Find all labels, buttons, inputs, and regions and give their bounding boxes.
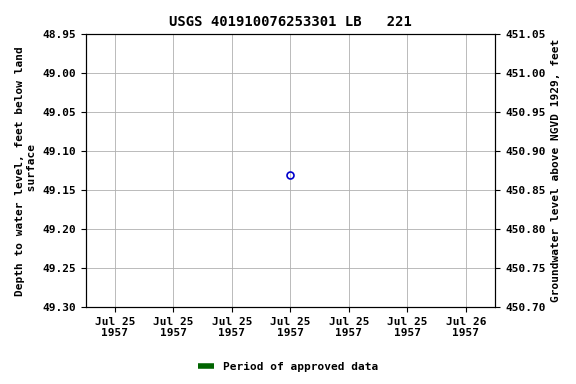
Legend: Period of approved data: Period of approved data [193, 358, 383, 377]
Title: USGS 401910076253301 LB   221: USGS 401910076253301 LB 221 [169, 15, 412, 29]
Y-axis label: Groundwater level above NGVD 1929, feet: Groundwater level above NGVD 1929, feet [551, 39, 561, 302]
Y-axis label: Depth to water level, feet below land
 surface: Depth to water level, feet below land su… [15, 46, 37, 296]
